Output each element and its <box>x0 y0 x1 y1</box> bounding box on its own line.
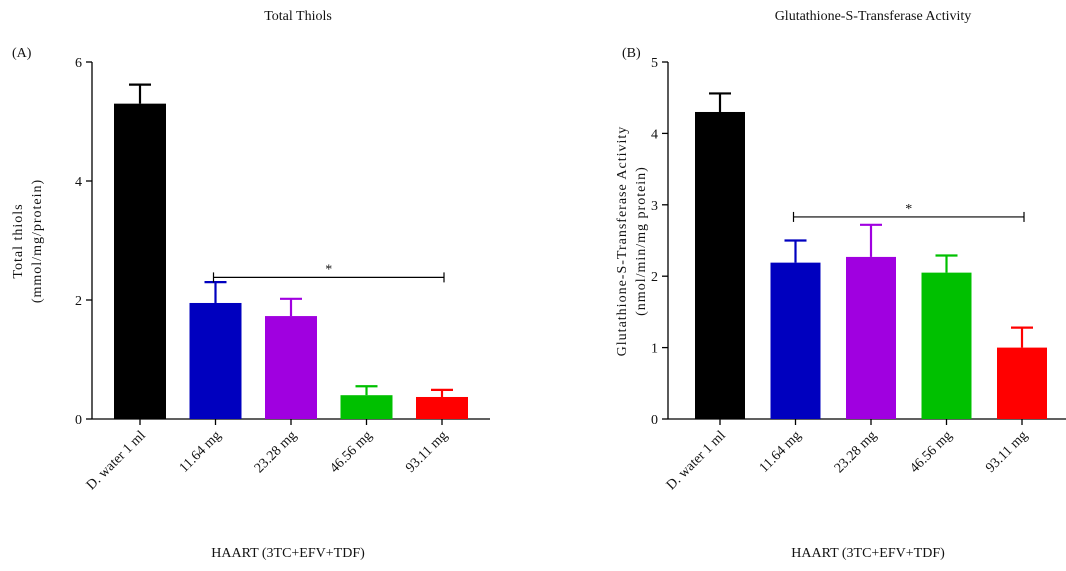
significance-marker: * <box>905 202 912 217</box>
category-label: 23.28 mg <box>252 428 300 476</box>
category-label: 46.56 mg <box>327 428 375 476</box>
y-tick-label: 3 <box>651 199 658 214</box>
bar <box>189 302 242 419</box>
y-axis-label: Total thiols <box>11 203 26 278</box>
y-tick-label: 6 <box>75 56 82 71</box>
bar <box>921 272 972 419</box>
y-axis-label: Glutathione-S-Transferase Activity <box>615 126 630 357</box>
y-tick-label: 0 <box>75 413 82 428</box>
chart-panel-a: Total Thiols (A) Total thiols (mmol/mg/prot… <box>11 9 490 561</box>
chart-title: Total Thiols <box>264 9 332 24</box>
bar <box>340 395 393 419</box>
bar <box>416 396 468 419</box>
y-tick-label: 2 <box>651 270 658 285</box>
category-label: 23.28 mg <box>832 428 880 476</box>
category-label: 11.64 mg <box>757 428 805 476</box>
bar <box>770 262 821 419</box>
bar <box>997 347 1047 419</box>
y-tick-label: 4 <box>651 127 658 142</box>
category-label: D. water 1 ml <box>664 428 729 493</box>
chart-panel-b: Glutathione-S-Transferase Activity (B) Glu… <box>615 9 1066 561</box>
y-tick-label: 0 <box>651 413 658 428</box>
y-tick-label: 1 <box>651 342 658 357</box>
chart-title: Glutathione-S-Transferase Activity <box>775 9 972 24</box>
y-tick-label: 4 <box>75 175 82 190</box>
x-axis-label: HAART (3TC+EFV+TDF) <box>791 546 945 561</box>
x-axis-label: HAART (3TC+EFV+TDF) <box>211 546 365 561</box>
category-label: 93.11 mg <box>403 428 451 476</box>
bar <box>265 316 317 419</box>
significance-marker: * <box>325 262 332 277</box>
category-label: 46.56 mg <box>907 428 955 476</box>
bar <box>114 103 166 420</box>
y-axis-label: (nmol/min/mg protein) <box>634 166 649 316</box>
category-label: D. water 1 ml <box>84 428 149 493</box>
bar <box>695 111 745 419</box>
panel-label: (A) <box>12 46 32 61</box>
y-tick-label: 5 <box>651 56 658 71</box>
bar <box>846 256 896 419</box>
panel-label: (B) <box>622 46 641 61</box>
y-tick-label: 2 <box>75 294 82 309</box>
category-label: 11.64 mg <box>177 428 225 476</box>
y-axis-label: (mmol/mg/protein) <box>30 179 45 303</box>
category-label: 93.11 mg <box>983 428 1031 476</box>
